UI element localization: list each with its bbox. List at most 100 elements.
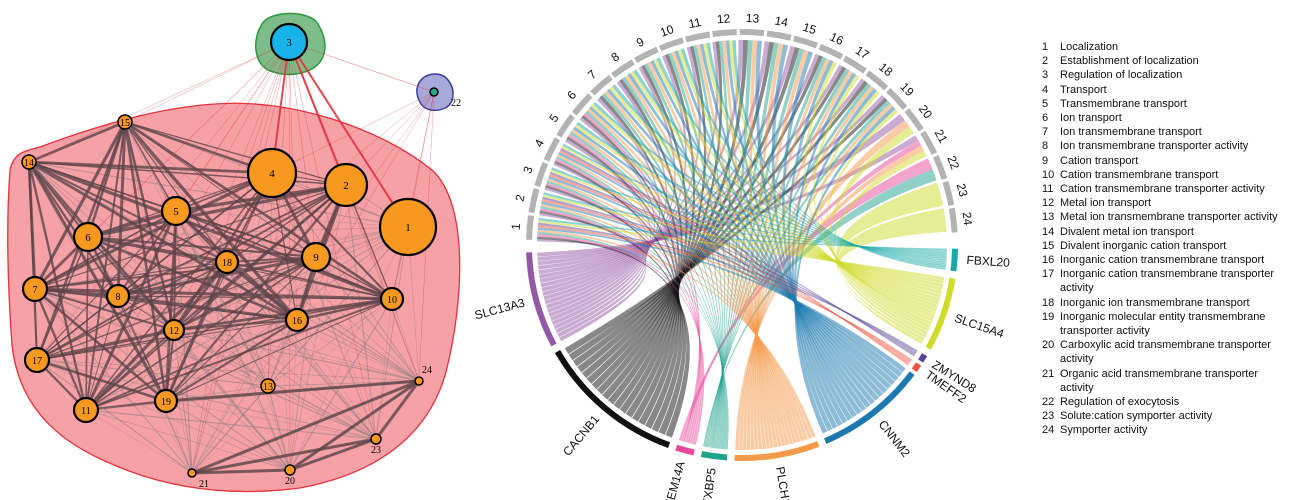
term-arc bbox=[528, 188, 540, 214]
chord-ribbon bbox=[829, 126, 928, 335]
network-edge bbox=[288, 41, 420, 382]
network-edge bbox=[226, 184, 347, 263]
network-node-8 bbox=[105, 283, 131, 309]
legend-item: 14 Divalent metal ion transport bbox=[1042, 225, 1287, 239]
network-edge bbox=[226, 261, 393, 300]
network-edge bbox=[28, 161, 119, 297]
network-edge bbox=[87, 235, 317, 259]
term-arc-label: 5 bbox=[546, 111, 562, 125]
legend-label: Organic acid transmembrane transporter a… bbox=[1060, 367, 1259, 394]
gene-arc-label: STXBP5 bbox=[699, 467, 719, 500]
term-arc-label: 16 bbox=[828, 30, 846, 48]
network-edge bbox=[288, 41, 435, 93]
legend-item: 20 Carboxylic acid transmembrane transpor… bbox=[1042, 338, 1287, 366]
network-edge bbox=[191, 261, 228, 474]
network-node-label: 6 bbox=[85, 232, 91, 244]
network-edge bbox=[28, 161, 291, 471]
network-edge bbox=[36, 261, 228, 361]
network-edge bbox=[345, 184, 377, 440]
term-arc bbox=[818, 43, 844, 60]
network-edge bbox=[34, 41, 290, 290]
network-node-label: 1 bbox=[405, 222, 411, 234]
term-arc-label: 9 bbox=[634, 34, 647, 50]
network-node-label: 9 bbox=[313, 252, 319, 264]
network-node-22 bbox=[429, 87, 439, 97]
legend-item: 13 Metal ion transmembrane transporter ac… bbox=[1042, 210, 1287, 224]
term-arc bbox=[658, 37, 684, 52]
term-arc bbox=[948, 207, 958, 233]
network-edge bbox=[117, 184, 347, 297]
network-edge bbox=[124, 121, 228, 263]
chord-ribbon bbox=[835, 182, 944, 341]
term-arc-label: 4 bbox=[532, 137, 548, 150]
term-arc-label: 24 bbox=[960, 211, 975, 226]
legend-number: 22 bbox=[1042, 396, 1055, 409]
network-edge bbox=[124, 121, 420, 382]
legend-label: Ion transmembrane transporter activity bbox=[1060, 140, 1249, 153]
legend-number: 18 bbox=[1042, 296, 1055, 309]
network-node-16 bbox=[284, 307, 310, 333]
network-node-9 bbox=[300, 241, 332, 273]
network-edge bbox=[345, 184, 420, 382]
network-edge bbox=[36, 359, 269, 387]
network-edge bbox=[117, 41, 290, 297]
network-edge bbox=[87, 236, 420, 382]
network-edge bbox=[124, 121, 347, 186]
legend-label: Regulation of localization bbox=[1060, 69, 1183, 82]
network-node-12 bbox=[162, 318, 186, 342]
network-node-19 bbox=[153, 388, 179, 414]
network-edge bbox=[173, 41, 290, 331]
term-arc-label: 3 bbox=[520, 164, 536, 175]
network-node-2 bbox=[323, 162, 369, 208]
term-arc-label: 17 bbox=[853, 43, 872, 62]
gene-arc bbox=[824, 371, 915, 444]
network-edge bbox=[173, 329, 420, 382]
chord-ribbon bbox=[749, 40, 770, 449]
network-node-label: 8 bbox=[116, 292, 121, 303]
network-edge bbox=[315, 91, 435, 258]
network-edge bbox=[267, 298, 393, 387]
network-edge bbox=[36, 319, 298, 361]
network-edge bbox=[28, 161, 228, 263]
term-arc bbox=[793, 35, 818, 49]
legend-item: 7 Ion transmembrane transport bbox=[1042, 125, 1287, 139]
term-arc bbox=[932, 155, 948, 180]
network-edge bbox=[289, 437, 377, 472]
term-arc bbox=[865, 70, 889, 91]
network-edge bbox=[165, 400, 193, 474]
legend-label: Transmembrane transport bbox=[1060, 97, 1187, 110]
legend-number: 1 bbox=[1042, 41, 1049, 53]
term-arc bbox=[766, 30, 792, 41]
legend-label: Inorganic molecular entity transmembrane… bbox=[1060, 310, 1266, 338]
gene-arc bbox=[675, 444, 695, 456]
network-node-label: 7 bbox=[33, 285, 38, 296]
network-node-4 bbox=[246, 147, 298, 199]
network-edge bbox=[34, 261, 228, 290]
network-edge bbox=[225, 260, 299, 322]
term-arc-label: 12 bbox=[716, 11, 731, 26]
network-edge bbox=[226, 261, 291, 471]
network-edge bbox=[124, 120, 393, 301]
network-edge bbox=[124, 121, 269, 387]
legend-number: 7 bbox=[1042, 126, 1049, 139]
legend-item: 22 Regulation of exocytosis bbox=[1042, 395, 1287, 409]
legend-number: 8 bbox=[1042, 140, 1049, 153]
network-node-label: 22 bbox=[451, 98, 461, 109]
legend-label: Cation transmembrane transport bbox=[1060, 168, 1219, 181]
chord-ribbons bbox=[537, 39, 947, 451]
network-node-label: 3 bbox=[286, 37, 292, 49]
gene-arc-label: CACNB1 bbox=[560, 412, 602, 459]
legend-label: Transport bbox=[1060, 83, 1107, 96]
network-edge bbox=[315, 256, 377, 440]
network-edge bbox=[288, 41, 317, 258]
network-edge bbox=[85, 319, 298, 411]
network-edge bbox=[164, 261, 229, 402]
chord-ribbon bbox=[602, 45, 707, 400]
legend-item: 16 Inorganic cation transmembrane transpo… bbox=[1042, 253, 1287, 267]
network-edge bbox=[165, 41, 290, 402]
network-edge bbox=[289, 184, 347, 471]
network-node-label: 23 bbox=[371, 445, 381, 456]
